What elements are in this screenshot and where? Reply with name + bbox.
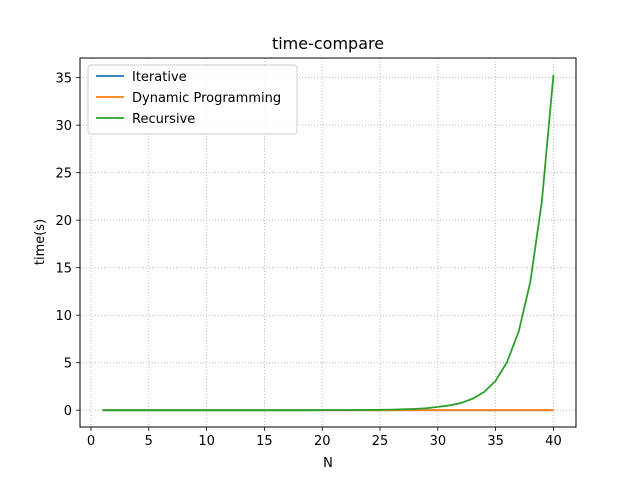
legend-box xyxy=(87,64,298,135)
legend-label: Dynamic Programming xyxy=(132,91,281,106)
y-tick-label: 30 xyxy=(55,119,72,134)
legend-label: Iterative xyxy=(132,70,187,85)
x-tick-label: 30 xyxy=(430,434,447,449)
chart-title: time-compare xyxy=(272,34,384,53)
legend-label: Recursive xyxy=(132,112,195,127)
legend: Iterative Dynamic Programming Recursive xyxy=(87,64,298,135)
x-tick-label: 40 xyxy=(545,434,562,449)
x-axis-label: N xyxy=(323,456,333,471)
x-tick-label: 35 xyxy=(487,434,504,449)
plot-frame xyxy=(79,57,577,428)
x-tick-label: 5 xyxy=(145,434,153,449)
x-tick-label: 10 xyxy=(198,434,215,449)
y-tick-label: 35 xyxy=(55,72,72,87)
y-tick-label: 25 xyxy=(55,167,72,182)
x-tick-label: 20 xyxy=(314,434,331,449)
series-lines xyxy=(102,74,555,412)
y-tick-label: 10 xyxy=(55,309,72,324)
series-line-3 xyxy=(102,74,555,412)
y-tick-label: 5 xyxy=(64,357,72,372)
y-tick-label: 15 xyxy=(55,262,72,277)
x-tick-label: 15 xyxy=(256,434,273,449)
y-tick-label: 0 xyxy=(64,404,72,419)
x-tick-label: 0 xyxy=(87,434,95,449)
x-axis: 0 5 10 15 20 25 30 35 40 xyxy=(87,427,562,449)
x-tick-label: 25 xyxy=(372,434,389,449)
y-axis: 0 5 10 15 20 25 30 35 xyxy=(55,72,80,419)
y-axis-label: time(s) xyxy=(33,219,48,265)
y-tick-label: 20 xyxy=(55,214,72,229)
